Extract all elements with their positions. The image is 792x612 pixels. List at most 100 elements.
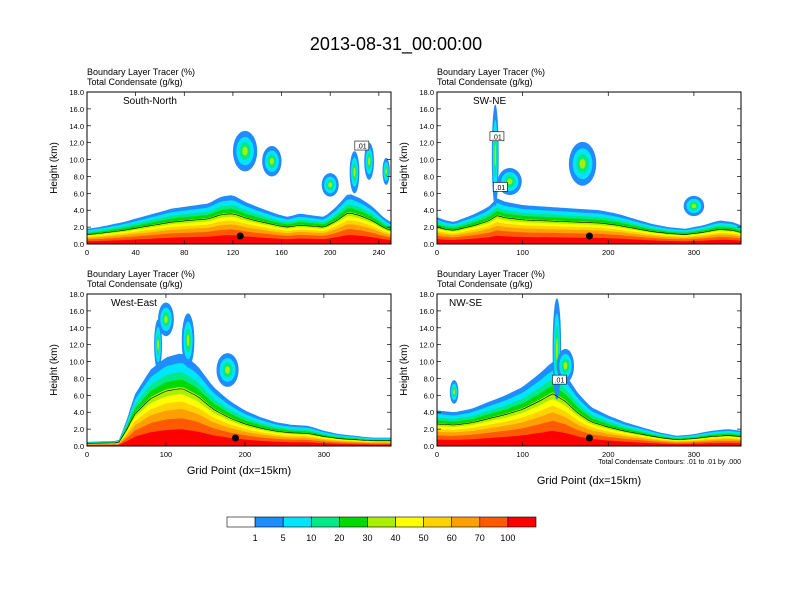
tracer-band [437,430,741,446]
y-tick-label: 4.0 [424,206,434,215]
x-tick-label: 160 [275,248,288,257]
panel-nw-se: Boundary Layer Tracer (%) Total Condensa… [399,269,742,487]
contour-label: .01 [492,134,502,141]
tracer-plume [579,158,586,169]
colorbar-swatch [310,516,340,528]
plot-frame [436,91,742,245]
x-tick-label: 100 [160,450,173,459]
y-tick-label: 12.0 [69,341,84,350]
panel-secondary-label: Total Condensate (g/kg) [87,77,183,87]
colorbar-label: 70 [475,533,485,543]
x-tick-label: 200 [324,248,337,257]
x-tick-label: 200 [602,450,615,459]
plot-frame [86,91,392,245]
tracer-plume [353,167,356,177]
location-marker [236,232,244,240]
colorbar-swatch [339,516,368,528]
y-tick-label: 14.0 [419,324,434,333]
colorbar-swatch [395,516,424,528]
tracer-plume [453,389,456,395]
tracer-plume [691,203,697,209]
axes: 0.0 2.0 4.0 6.0 8.0 10.0 12.0 14.0 16.0 18.0 0 100 2… [419,290,741,459]
panel-variable-label: Boundary Layer Tracer (%) [87,269,195,279]
contour-label: .01 [357,144,367,151]
panel-secondary-label: Total Condensate (g/kg) [437,279,533,289]
contour-label: .01 [555,378,565,385]
x-tick-label: 80 [180,248,188,257]
y-tick-label: 4.0 [74,408,84,417]
y-tick-label: 0.0 [424,240,434,249]
tracer-plume [269,157,274,165]
y-tick-label: 4.0 [424,408,434,417]
tracer-plume [328,182,333,188]
y-tick-label: 10.0 [419,156,434,165]
x-tick-label: 240 [373,248,386,257]
y-tick-label: 0.0 [74,240,84,249]
y-tick-label: 12.0 [419,341,434,350]
panel-label: West-East [111,298,157,309]
tracer-band [437,235,741,244]
condensate-contour [86,388,391,444]
x-tick-label: 0 [435,450,439,459]
y-axis-label: Height (km) [399,142,410,194]
y-tick-label: 14.0 [69,122,84,131]
panel-variable-label: Boundary Layer Tracer (%) [437,269,545,279]
colorbar-swatch [451,516,481,528]
x-tick-label: 300 [688,450,701,459]
location-marker [231,434,239,442]
y-tick-label: 8.0 [424,172,434,181]
panel-west-east: Boundary Layer Tracer (%) Total Condensa… [49,269,392,477]
panel-label: NW-SE [449,298,482,309]
y-tick-label: 8.0 [74,374,84,383]
y-tick-label: 4.0 [74,206,84,215]
colorbar-label: 5 [281,533,286,543]
axes: 0.0 2.0 4.0 6.0 8.0 10.0 12.0 14.0 16.0 18.0 0 100 2… [419,88,741,257]
y-tick-label: 14.0 [419,122,434,131]
colorbar-label: 20 [334,533,344,543]
y-tick-label: 0.0 [424,442,434,451]
x-tick-label: 200 [239,450,252,459]
tracer-field: .01 [436,298,742,446]
y-tick-label: 12.0 [69,139,84,148]
x-tick-label: 0 [85,450,89,459]
contour-label: .01 [496,185,506,192]
colorbar-swatch [479,516,509,528]
panel-south-north: Boundary Layer Tracer (%) Total Condensa… [49,67,392,257]
y-axis-label: Height (km) [399,344,410,396]
condensate-contour [436,215,742,235]
panel-sw-ne: Boundary Layer Tracer (%) Total Condensa… [399,67,742,257]
y-tick-label: 8.0 [424,374,434,383]
tracer-plume [555,337,558,361]
y-tick-label: 16.0 [419,105,434,114]
y-tick-label: 18.0 [69,290,84,299]
plot-frame [436,293,742,447]
y-tick-label: 8.0 [74,172,84,181]
x-tick-label: 40 [131,248,139,257]
tracer-plume [225,366,230,374]
y-tick-label: 10.0 [69,156,84,165]
tracer-plume [494,144,496,167]
x-tick-label: 0 [435,248,439,257]
figure-title: 2013-08-31_00:00:00 [310,34,482,55]
location-marker [585,434,593,442]
colorbar-label: 30 [362,533,372,543]
tracer-field [86,302,391,446]
y-tick-label: 18.0 [69,88,84,97]
plot-frame [86,293,392,447]
x-tick-label: 200 [602,248,615,257]
contour-label-box [489,131,505,142]
x-tick-label: 100 [516,248,529,257]
condensate-contour [86,212,392,235]
tracer-plume [164,315,168,324]
panel-label: SW-NE [473,96,506,107]
y-tick-label: 6.0 [424,189,434,198]
colorbar-label: 1 [253,533,258,543]
contour-label-box [493,182,508,192]
colorbar-swatch [282,516,312,528]
x-tick-label: 120 [227,248,240,257]
tracer-plume [385,168,387,175]
y-tick-label: 12.0 [419,139,434,148]
colorbar-swatch [507,516,537,528]
y-tick-label: 6.0 [74,189,84,198]
